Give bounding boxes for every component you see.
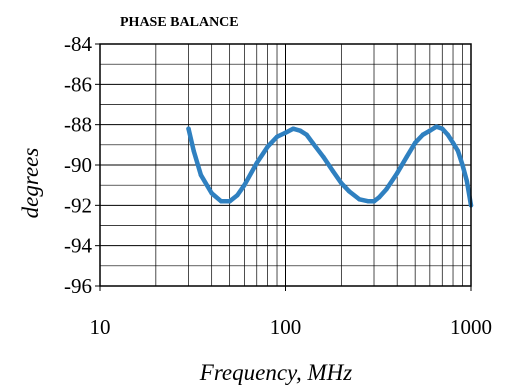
y-tick-label: -84 — [64, 32, 92, 56]
plot-frame — [99, 43, 472, 287]
y-tick-label: -92 — [64, 193, 92, 217]
y-tick-label: -90 — [64, 153, 92, 177]
data-point — [321, 154, 326, 160]
data-point — [186, 126, 191, 131]
data-point — [440, 126, 445, 131]
y-tick-label: -96 — [64, 274, 92, 298]
data-point — [191, 148, 196, 154]
data-point — [227, 199, 232, 204]
data-point — [310, 140, 315, 146]
x-axis-label: Frequency, MHz — [199, 360, 352, 385]
data-point — [384, 187, 389, 192]
data-point — [412, 140, 418, 146]
x-tick-label: 10 — [90, 315, 111, 339]
y-tick-label: -88 — [64, 113, 92, 137]
data-point — [265, 144, 270, 150]
data-point — [274, 134, 280, 139]
data-point — [254, 160, 259, 166]
data-point — [445, 132, 451, 137]
data-point — [235, 193, 240, 198]
data-point — [464, 178, 470, 184]
data-point — [209, 191, 214, 196]
data-point — [330, 168, 336, 174]
data-point — [346, 189, 352, 194]
data-point — [420, 132, 426, 137]
x-tick-label: 1000 — [450, 315, 492, 339]
y-tick-label: -86 — [64, 72, 92, 96]
data-point — [366, 199, 371, 204]
x-tick-label: 100 — [270, 315, 302, 339]
data-point — [450, 140, 456, 146]
data-point — [404, 154, 409, 160]
data-point — [218, 199, 224, 204]
data-point — [427, 128, 433, 133]
data-point — [304, 132, 309, 137]
data-point — [357, 197, 362, 202]
data-point — [242, 182, 247, 188]
data-point — [339, 180, 344, 186]
data-point — [371, 199, 377, 204]
data-point — [394, 170, 400, 176]
data-point — [297, 128, 303, 133]
y-tick-label: -94 — [64, 234, 92, 258]
data-point — [455, 148, 461, 154]
data-point — [460, 162, 465, 168]
data-point — [377, 195, 382, 200]
chart-title: PHASE BALANCE — [120, 15, 239, 30]
data-point — [283, 130, 288, 135]
data-point — [434, 124, 439, 129]
data-point — [198, 172, 204, 178]
grid — [99, 43, 471, 287]
data-point — [290, 126, 296, 131]
tick-labels: -96 -94 -92 -90 -88 -86 -84 10 100 1000 — [64, 32, 492, 339]
series-layer — [186, 124, 474, 208]
y-axis-label: degrees — [18, 148, 43, 219]
phase-balance-line — [186, 124, 474, 208]
